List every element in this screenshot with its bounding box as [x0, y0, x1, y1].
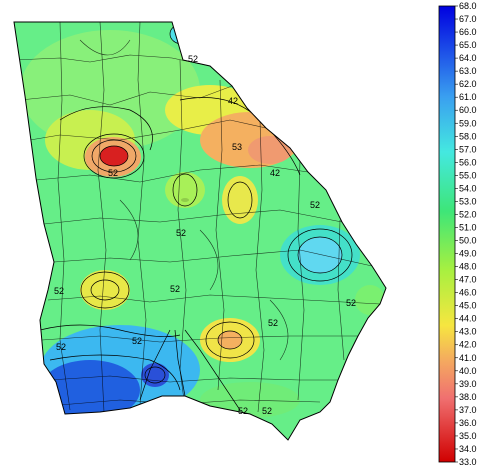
county-marker	[181, 198, 189, 202]
contour-label: 52	[54, 286, 64, 296]
legend-tick-label: 59.0	[459, 118, 477, 128]
legend-tick-label: 38.0	[459, 392, 477, 402]
contour-label-group: 52 42 53 42 52 52 52 52 52 52 52 52 52 5…	[54, 54, 356, 416]
region-peach-northeast	[248, 136, 292, 164]
color-legend: 68.0 67.0 66.0 65.0 64.0 63.0 62.0 61.0 60.0 59.0…	[438, 1, 477, 467]
region-yellow-sw	[80, 270, 130, 310]
legend-tick-label: 46.0	[459, 288, 477, 298]
contour-label: 52	[176, 228, 186, 238]
legend-tick-label: 53.0	[459, 196, 477, 206]
legend-tick-label: 58.0	[459, 131, 477, 141]
legend-tick-label: 61.0	[459, 92, 477, 102]
contour-label: 52	[188, 54, 198, 64]
county-lines	[14, 22, 381, 413]
contour-label: 52	[238, 406, 248, 416]
legend-tick-label: 60.0	[459, 105, 477, 115]
legend-tick-label: 55.0	[459, 170, 477, 180]
region-cyan-east	[298, 237, 342, 273]
legend-tick-label: 49.0	[459, 249, 477, 259]
legend-tick-label: 35.0	[459, 431, 477, 441]
contour-label: 52	[56, 342, 66, 352]
map-body	[14, 22, 386, 440]
legend-tick-label: 68.0	[459, 1, 477, 11]
legend-tick-label: 44.0	[459, 314, 477, 324]
region-darkblue-sw	[40, 360, 140, 420]
contour-label: 52	[346, 298, 356, 308]
legend-tick-label: 51.0	[459, 222, 477, 232]
legend-tick-label: 40.0	[459, 366, 477, 376]
region-coast	[355, 285, 385, 315]
legend-tick-label: 47.0	[459, 275, 477, 285]
region-orange-south	[218, 331, 242, 349]
legend-tick-label: 48.0	[459, 262, 477, 272]
contour-label: 52	[262, 406, 272, 416]
legend-tick-label: 33.0	[459, 457, 477, 467]
region-lime-central	[165, 172, 205, 208]
legend-tick-label: 52.0	[459, 209, 477, 219]
legend-tick-label: 67.0	[459, 14, 477, 24]
contour-label: 42	[228, 96, 238, 106]
contour-label: 52	[310, 200, 320, 210]
legend-tick-label: 65.0	[459, 40, 477, 50]
region-yellow-central	[222, 176, 258, 224]
region-red-hotspot	[100, 146, 128, 166]
legend-tick-label: 66.0	[459, 27, 477, 37]
legend-tick-label: 42.0	[459, 340, 477, 350]
contour-label: 52	[170, 284, 180, 294]
legend-tick-label: 50.0	[459, 236, 477, 246]
contour-label: 53	[232, 142, 242, 152]
legend-tick-label: 63.0	[459, 66, 477, 76]
legend-tick-label: 64.0	[459, 53, 477, 63]
legend-tick-label: 39.0	[459, 379, 477, 389]
contour-label: 52	[108, 168, 118, 178]
legend-tick-group: 68.0 67.0 66.0 65.0 64.0 63.0 62.0 61.0 60.0 59.0…	[455, 1, 477, 467]
state-outline	[13, 21, 387, 441]
legend-tick-label: 62.0	[459, 79, 477, 89]
contour-lines	[39, 23, 353, 411]
legend-tick-label: 34.0	[459, 444, 477, 454]
legend-tick-label: 45.0	[459, 301, 477, 311]
legend-tick-label: 56.0	[459, 157, 477, 167]
legend-tick-label: 43.0	[459, 327, 477, 337]
legend-tick-label: 36.0	[459, 418, 477, 428]
legend-tick-label: 41.0	[459, 353, 477, 363]
legend-tick-label: 54.0	[459, 183, 477, 193]
region-blue-north	[176, 29, 188, 39]
contour-label: 52	[132, 336, 142, 346]
legend-color-bar	[438, 5, 456, 463]
contour-label: 42	[270, 168, 280, 178]
contour-label: 52	[268, 318, 278, 328]
legend-tick-label: 37.0	[459, 405, 477, 415]
legend-tick-label: 57.0	[459, 144, 477, 154]
